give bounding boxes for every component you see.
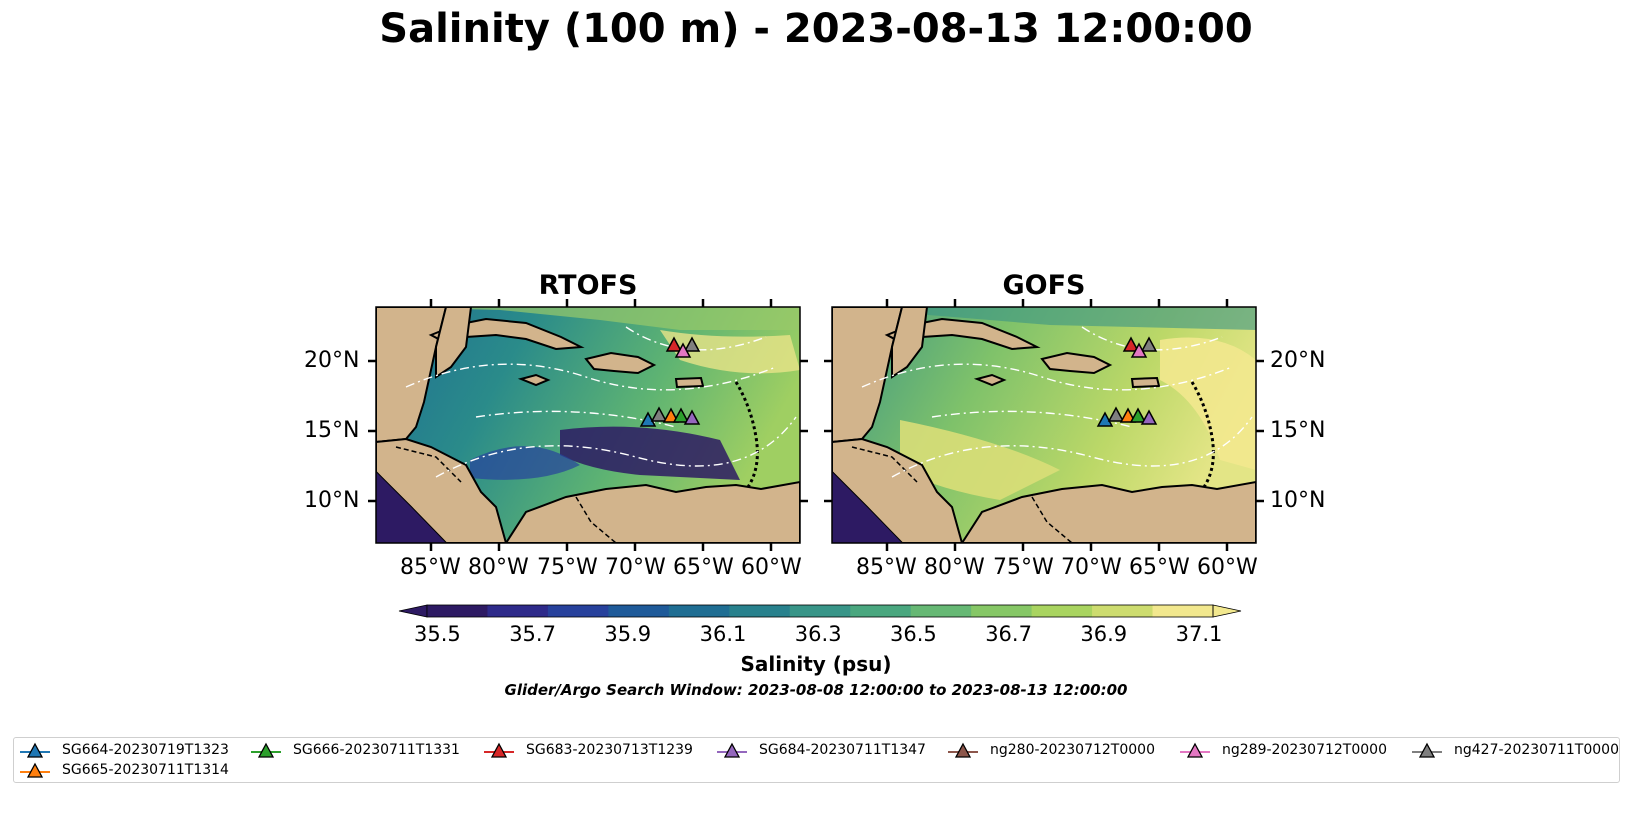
legend-item: SG665-20230711T1314: [20, 761, 229, 779]
lat-label: 15°N: [1270, 418, 1326, 443]
colorbar-extend-min: [398, 604, 428, 618]
legend-label: SG666-20230711T1331: [293, 742, 460, 758]
colorbar-segment: [1152, 605, 1214, 617]
legend-label: ng289-20230712T0000: [1222, 742, 1387, 758]
rtofs-map: [375, 306, 801, 544]
marker-sg664: [1096, 411, 1114, 427]
legend-label: SG683-20230713T1239: [526, 742, 693, 758]
marker-sg665: [1119, 407, 1137, 423]
colorbar-segment: [850, 605, 912, 617]
lon-label: 80°W: [924, 555, 985, 580]
legend-label: ng280-20230712T0000: [990, 742, 1155, 758]
colorbar-tick-label: 35.7: [509, 622, 556, 646]
colorbar-segment: [487, 605, 549, 617]
colorbar-segment: [910, 605, 972, 617]
legend-item: SG666-20230711T1331: [251, 741, 460, 759]
legend-marker-icon: [948, 742, 978, 758]
marker-sg684: [1140, 409, 1158, 425]
rtofs-glider-markers: [639, 336, 701, 427]
colorbar-segment: [427, 605, 488, 617]
colorbar-tick-label: 36.5: [890, 622, 937, 646]
marker-sg683: [1122, 336, 1140, 352]
marker-sg664: [639, 411, 657, 427]
colorbar-segment: [608, 605, 670, 617]
legend-label: SG664-20230719T1323: [62, 742, 229, 758]
gofs-glider-markers: [1096, 336, 1158, 427]
gofs-map: [831, 306, 1257, 544]
lon-label: 70°W: [1061, 555, 1122, 580]
marker-ng289: [1130, 342, 1148, 358]
lon-label: 65°W: [673, 555, 734, 580]
lat-label: 15°N: [304, 418, 360, 443]
axis-ticks: [368, 299, 1264, 551]
colorbar-segment: [1031, 605, 1093, 617]
colorbar-tick-label: 35.5: [414, 622, 461, 646]
colorbar: [398, 604, 1242, 618]
lon-label: 65°W: [1129, 555, 1190, 580]
lon-label: 85°W: [856, 555, 917, 580]
search-window-text: Glider/Argo Search Window: 2023-08-08 12…: [504, 681, 1128, 699]
legend-item: ng427-20230711T0000: [1412, 741, 1619, 759]
figure-title: Salinity (100 m) - 2023-08-13 12:00:00: [379, 6, 1253, 52]
legend-item: SG683-20230713T1239: [484, 741, 693, 759]
colorbar-label: Salinity (psu): [740, 652, 892, 676]
lon-label: 85°W: [400, 555, 461, 580]
legend-marker-icon: [251, 742, 281, 758]
colorbar-segment: [789, 605, 851, 617]
marker-sg683: [665, 336, 683, 352]
marker-sg666: [672, 407, 690, 423]
marker-ng427: [683, 336, 701, 352]
colorbar-segment: [729, 605, 791, 617]
legend-label: ng427-20230711T0000: [1454, 742, 1619, 758]
panel-title-gofs: GOFS: [1002, 270, 1086, 301]
colorbar-segment: [547, 605, 609, 617]
lon-label: 75°W: [537, 555, 598, 580]
marker-ng289: [674, 342, 692, 358]
lon-label: 75°W: [993, 555, 1054, 580]
legend-marker-icon: [1180, 742, 1210, 758]
legend-label: SG684-20230711T1347: [759, 742, 926, 758]
marker-sg684: [683, 409, 701, 425]
legend-item: SG684-20230711T1347: [717, 741, 926, 759]
colorbar-tick-label: 35.9: [604, 622, 652, 646]
marker-ng427b: [1107, 406, 1125, 422]
colorbar-tick-label: 36.7: [985, 622, 1032, 646]
colorbar-segment: [971, 605, 1033, 617]
legend-item: ng289-20230712T0000: [1180, 741, 1387, 759]
colorbar-extend-max: [1212, 604, 1242, 618]
marker-sg666: [1129, 407, 1147, 423]
lat-label: 20°N: [1270, 348, 1326, 373]
legend-item: ng280-20230712T0000: [948, 741, 1155, 759]
legend: SG664-20230719T1323 SG665-20230711T1314 SG…: [13, 737, 1620, 783]
legend-marker-icon: [717, 742, 747, 758]
legend-label: SG665-20230711T1314: [62, 762, 229, 778]
legend-item: SG664-20230719T1323: [20, 741, 229, 759]
colorbar-tick-label: 36.9: [1080, 622, 1128, 646]
legend-marker-icon: [1412, 742, 1442, 758]
lon-label: 60°W: [741, 555, 802, 580]
lon-label: 80°W: [468, 555, 529, 580]
marker-ng427b: [650, 406, 668, 422]
marker-ng427: [1140, 336, 1158, 352]
legend-marker-icon: [20, 742, 50, 758]
lat-label: 10°N: [304, 488, 360, 513]
lon-label: 70°W: [605, 555, 666, 580]
lon-label: 60°W: [1197, 555, 1258, 580]
lat-label: 10°N: [1270, 488, 1326, 513]
colorbar-segment: [668, 605, 730, 617]
marker-sg665: [662, 407, 680, 423]
colorbar-tick-label: 36.1: [699, 622, 747, 646]
colorbar-tick-label: 36.3: [794, 622, 842, 646]
lat-label: 20°N: [304, 348, 360, 373]
colorbar-tick-label: 37.1: [1175, 622, 1223, 646]
colorbar-segment: [1092, 605, 1154, 617]
panel-title-rtofs: RTOFS: [538, 270, 638, 301]
legend-marker-icon: [484, 742, 514, 758]
legend-marker-icon: [20, 762, 50, 778]
